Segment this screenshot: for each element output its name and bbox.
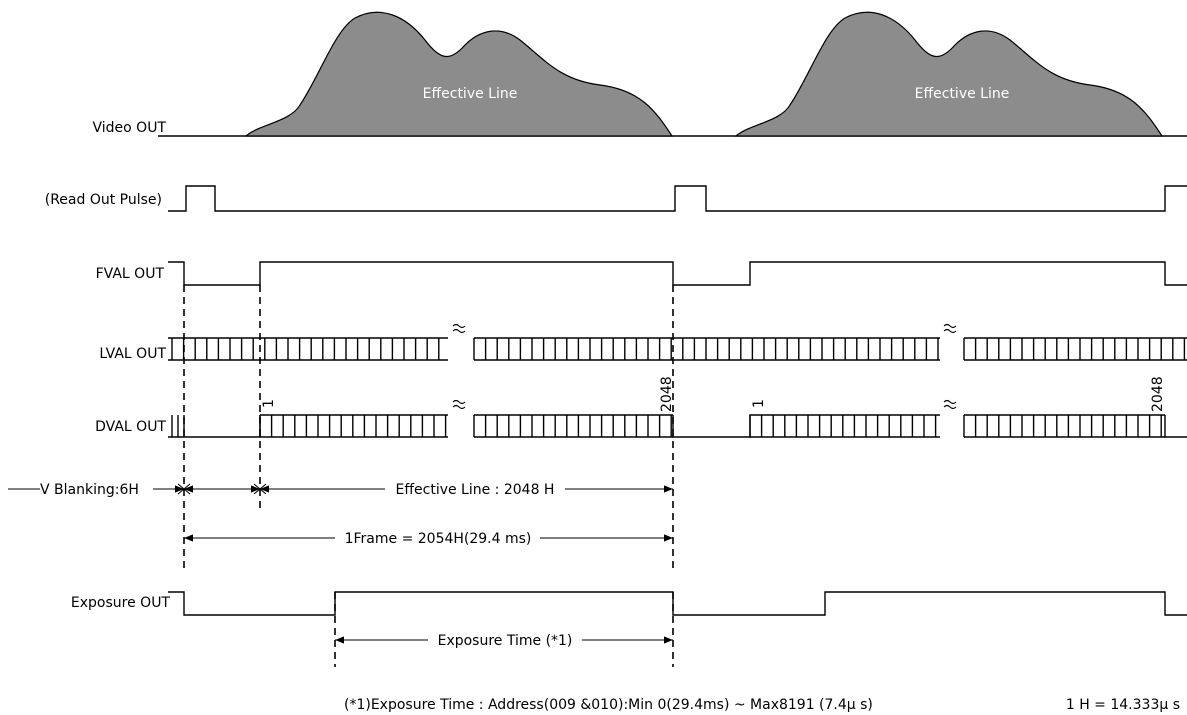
video-waveform-2	[734, 11, 1164, 137]
read-out-pulse-label: (Read Out Pulse)	[45, 192, 162, 208]
video-waveform-label-1: Effective Line	[423, 86, 518, 102]
dval-out-label: DVAL OUT	[95, 419, 166, 435]
video-waveform-1	[244, 11, 674, 137]
fval-out-label: FVAL OUT	[96, 266, 165, 282]
exposure-footnote: (*1)Exposure Time : Address(009 &010):Mi…	[344, 697, 873, 713]
v-blanking-label: V Blanking:6H	[40, 482, 139, 498]
line-marker-first-1: 1	[261, 399, 277, 408]
video-waveform-label-2: Effective Line	[915, 86, 1010, 102]
line-marker-last-1: 2048	[659, 376, 675, 412]
effective-line-label: Effective Line : 2048 H	[396, 482, 555, 498]
exposure-out-signal	[168, 591, 1187, 616]
read-out-pulse-signal	[168, 185, 1187, 212]
video-out-label: Video OUT	[93, 120, 167, 136]
fval-out-signal	[168, 261, 1187, 286]
lval-out-label: LVAL OUT	[99, 346, 166, 362]
line-marker-first-2: 1	[751, 399, 767, 408]
frame-label: 1Frame = 2054H(29.4 ms)	[345, 531, 532, 547]
line-marker-last-2: 2048	[1150, 376, 1166, 412]
lval-out-signal	[168, 323, 1187, 361]
h-definition-footnote: 1 H = 14.333μ s	[1066, 697, 1180, 713]
exposure-time-label: Exposure Time (*1)	[438, 633, 573, 649]
dval-out-signal	[168, 399, 1187, 438]
exposure-out-label: Exposure OUT	[71, 595, 171, 611]
